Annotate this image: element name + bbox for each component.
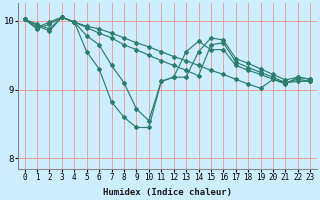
X-axis label: Humidex (Indice chaleur): Humidex (Indice chaleur) [103, 188, 232, 197]
